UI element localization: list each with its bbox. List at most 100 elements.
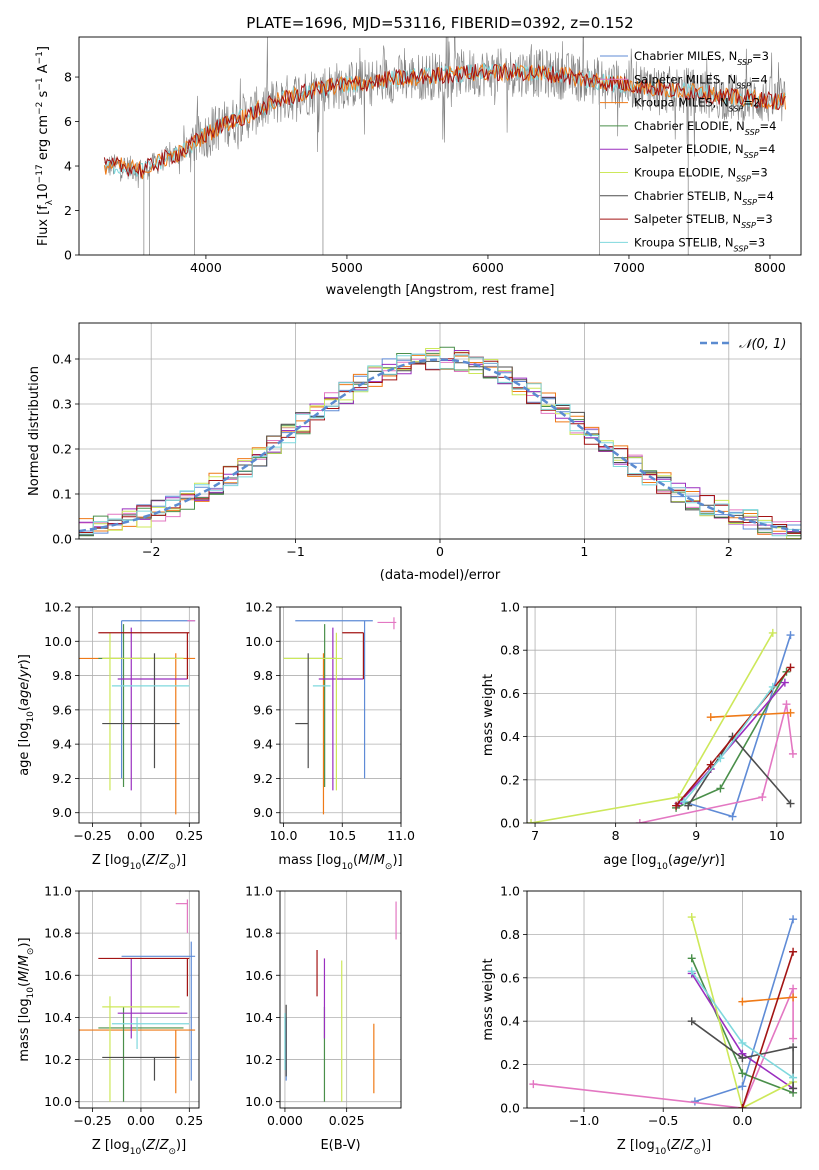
weight-marker [786,708,795,717]
axis-label: Flux [fλ10−17 erg cm−2 s−1 A−1] [35,46,55,246]
y-tick-label: 10.0 [245,634,273,649]
legend-sub: SSP [745,127,760,136]
label-part: ( [17,982,32,987]
axis-label: mass weight [481,958,496,1040]
y-tick-label: 10.8 [44,926,72,941]
label-part: ⊙ [168,862,176,872]
axes-frame [526,606,802,824]
label-part: M [374,853,385,868]
legend-sub: SSP [744,151,759,160]
y-tick-label: 9.4 [52,737,72,752]
panels: 4000 5000 6000 7000 8000 0 2 4 6 8 wavelength [Ang… [17,36,802,1158]
legend-text: Chabrier ELODIE, N [634,119,745,133]
label-part: λ [45,199,55,205]
weight-line [742,996,794,1003]
label-part: ⊙ [385,862,393,872]
label-part: 10 [130,1147,142,1157]
legend-text: =3 [756,212,773,226]
x-tick-label: 10.5 [328,828,356,843]
axis-label: wavelength [Angstrom, rest frame] [326,283,555,298]
weight-marker [786,799,795,808]
axis-label: mass [log10(M/M⊙)] [17,937,36,1061]
y-tick-label: 9.2 [52,771,72,786]
y-tick-label: 0.1 [52,487,72,502]
weight-marker [786,663,795,672]
weight-marker [758,793,767,802]
legend-label: Chabrier ELODIE, NSSP=4 [634,119,776,137]
y-tick-label: 0.6 [500,686,520,701]
weight-marker [716,784,725,793]
y-tick-label: 9.8 [52,668,72,683]
weight-marker [687,954,696,963]
label-part: −1 [35,51,45,64]
x-tick-label: 0.25 [175,1113,203,1128]
weight-marker [782,700,791,709]
weight-marker [768,682,777,691]
weight-marker [786,631,795,640]
panel-mass-vs-Z: −0.25 0.00 0.25 10.0 10.2 10.4 10.6 10.8 11.0 Z [… [17,884,203,1158]
x-tick-label: 11.0 [387,828,415,843]
label-part: 10 [342,862,354,872]
legend-text: =4 [760,119,777,133]
model-spectrum [103,63,786,178]
y-tick-label: 4 [64,159,72,174]
plot-area [527,628,797,823]
weight-marker [706,760,715,769]
label-part: / [369,853,374,868]
weight-marker [788,749,797,758]
label-part: ( [141,853,146,868]
axes-frame [78,322,802,540]
x-tick-label: −2 [142,544,160,559]
label-part: E(B-V) [320,1138,360,1153]
weight-marker [738,1038,747,1047]
y-tick-label: 9.6 [52,702,72,717]
plot-area [284,901,397,1102]
y-tick-label: 10.2 [245,1052,273,1067]
panel-spectrum: 4000 5000 6000 7000 8000 0 2 4 6 8 wavelength [Ang… [35,36,802,298]
weight-marker [680,797,689,806]
label-part: Normed distribution [27,366,42,496]
weight-marker [738,1082,747,1091]
label-part: Z [145,853,156,868]
y-tick-label: 11.0 [44,884,72,899]
y-tick-label: 0.6 [500,970,520,985]
legend-sub: SSP [742,197,757,206]
label-part: Z [145,1138,156,1153]
legend-text: =4 [758,142,775,156]
plot-area [79,346,801,539]
label-part: mass weight [481,674,496,756]
label-part: / [17,966,32,971]
label-part: age [673,853,697,868]
weight-line [530,632,774,823]
y-tick-label: 8 [64,70,72,85]
weight-marker [780,678,789,687]
label-part: Z [log [92,853,130,868]
y-tick-label: 9.0 [253,805,273,820]
label-part: Z [log [617,1138,655,1153]
x-tick-label: −1.0 [569,1113,599,1128]
x-tick-label: 10.0 [270,828,298,843]
panel-residuals: −2 −1 0 1 2 0.0 0.1 0.2 0.3 0.4 𝒩(0, 1) (data-model… [27,322,802,583]
label-part: 10 [656,862,668,872]
legend-text: Chabrier MILES, N [634,49,737,63]
label-part: −17 [35,164,45,183]
label-part: age [17,682,32,706]
label-part: ⊙ [168,1147,176,1157]
x-tick-label: 6000 [472,260,504,275]
legend-text: Salpeter MILES, N [634,72,736,86]
x-tick-label: 4000 [190,260,222,275]
y-tick-label: 0.0 [52,532,72,547]
weight-marker [684,801,693,810]
label-part: wavelength [Angstrom, rest frame] [326,283,555,298]
x-tick-label: 1 [580,544,588,559]
panel-mass-vs-EBV: 0.000 0.025 10.0 10.2 10.4 10.6 10.8 11.0 E(B-V) [245,884,402,1153]
spectrum-legend: Chabrier MILES, N SSP =3 Salpeter MILES, N S… [600,49,776,253]
y-tick-label: 0.0 [500,1101,520,1116]
y-tick-label: 10.6 [44,968,72,983]
label-part: mass [log [278,853,341,868]
label-part: / [155,1138,160,1153]
y-tick-label: 2 [64,203,72,218]
label-part: 10 [655,1147,667,1157]
x-tick-label: 0.000 [267,1113,303,1128]
label-part: )] [17,937,32,947]
